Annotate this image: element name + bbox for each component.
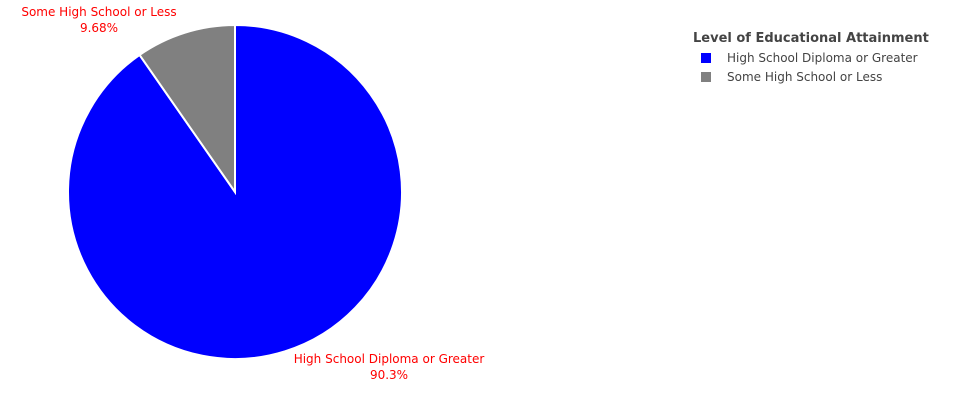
- legend-label-0: High School Diploma or Greater: [727, 51, 918, 65]
- legend-item-1[interactable]: Some High School or Less: [701, 70, 882, 84]
- legend-label-1: Some High School or Less: [727, 70, 882, 84]
- legend-title: Level of Educational Attainment: [693, 31, 929, 46]
- legend: Level of Educational Attainment High Sch…: [693, 31, 929, 84]
- pie-slice-1[interactable]: [138, 23, 236, 196]
- slice-value-label-0: 90.3%: [370, 368, 408, 382]
- legend-swatch-1: [701, 72, 711, 82]
- slice-label-category-0: High School Diploma or Greater: [294, 352, 485, 366]
- slice-label-category-1: Some High School or Less: [21, 5, 176, 19]
- slice-labels: Some High School or Less 9.68% High Scho…: [21, 5, 484, 382]
- legend-item-0[interactable]: High School Diploma or Greater: [701, 51, 918, 65]
- pie-slices: [67, 23, 403, 360]
- slice-value-label-1: 9.68%: [80, 21, 118, 35]
- legend-swatch-0: [701, 53, 711, 63]
